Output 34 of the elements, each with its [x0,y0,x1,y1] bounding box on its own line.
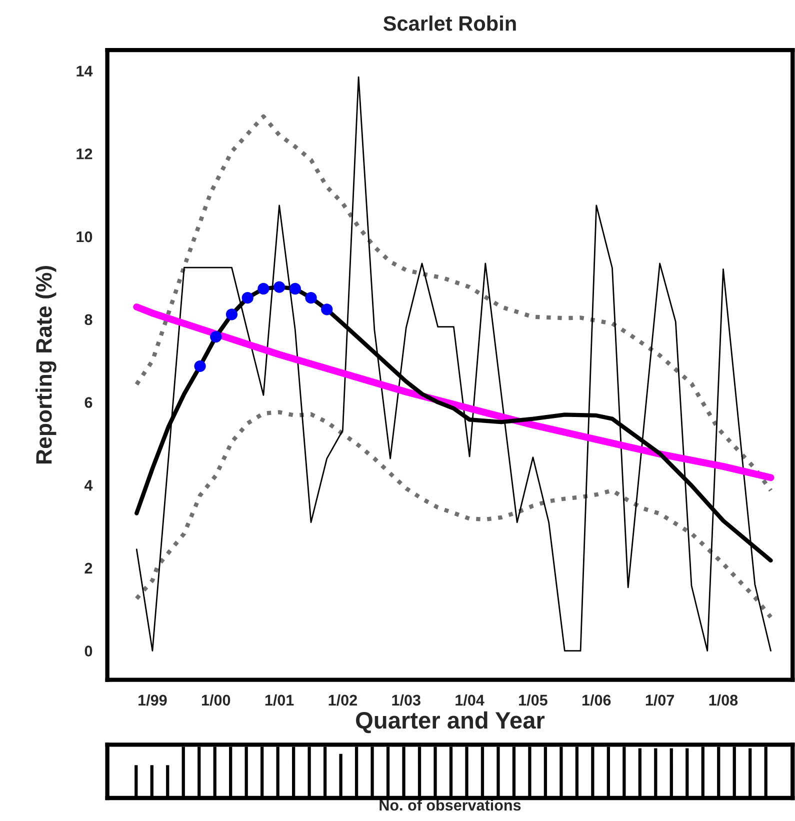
x-tick-label: 1/01 [265,694,294,706]
y-axis-title: Reporting Rate (%) [35,266,56,464]
x-tick-label: 1/02 [328,694,357,706]
point [242,292,254,304]
x-tick-label: 1/06 [582,694,611,706]
line-series [134,410,773,620]
y-tick-label: 4 [84,480,93,491]
x-tick-label: 1/99 [138,694,167,706]
x-tick-label: 1/04 [456,694,484,706]
point [194,360,206,372]
y-tick-label: 6 [84,397,92,408]
point [273,281,286,293]
point [226,308,238,320]
line-series [136,76,772,652]
point [210,330,222,343]
x-axis-title: Quarter and Year [356,711,545,734]
point [321,304,333,316]
y-tick-label: 0 [84,646,92,656]
y-tick-label: 10 [76,231,92,242]
point [289,282,301,295]
y-tick-label: 12 [76,148,92,160]
y-tick-label: 2 [84,562,92,574]
x-tick-label: 1/03 [392,694,420,706]
x-axis-title: No. of observations [380,799,521,811]
y-tick-label: 8 [84,314,92,326]
x-tick-label: 1/00 [202,694,230,706]
y-tick-label: 14 [76,66,93,76]
x-tick-label: 1/05 [519,694,548,706]
point [305,292,317,304]
x-tick-label: 1/07 [646,694,674,706]
point [258,282,270,295]
x-tick-label: 1/08 [709,694,738,706]
chart-title: Scarlet Robin [383,16,516,31]
line-series [134,114,773,493]
